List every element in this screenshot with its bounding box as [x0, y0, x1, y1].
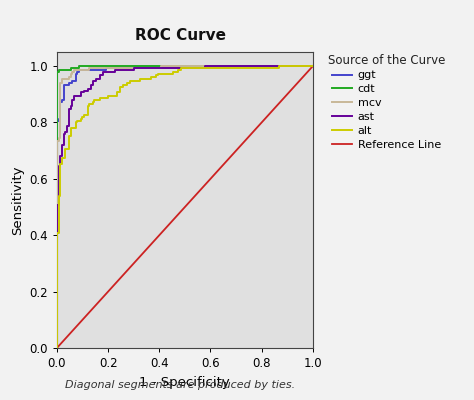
- Text: ROC Curve: ROC Curve: [135, 28, 226, 43]
- Legend: ggt, cdt, mcv, ast, alt, Reference Line: ggt, cdt, mcv, ast, alt, Reference Line: [328, 54, 445, 150]
- Y-axis label: Sensitivity: Sensitivity: [11, 165, 24, 235]
- X-axis label: 1 - Specificity: 1 - Specificity: [139, 376, 230, 388]
- Text: Diagonal segments are produced by ties.: Diagonal segments are produced by ties.: [65, 380, 295, 390]
